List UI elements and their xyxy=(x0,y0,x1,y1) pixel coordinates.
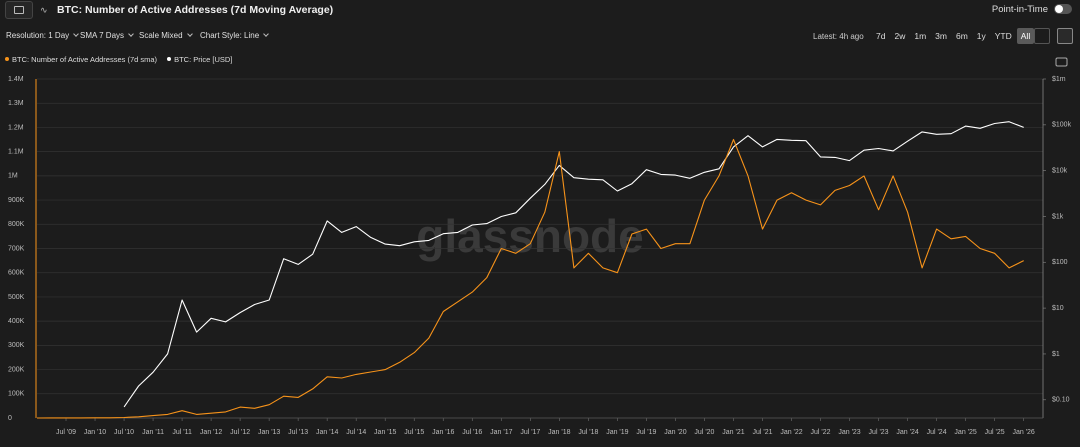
x-tick-label: Jan '12 xyxy=(200,429,222,436)
x-tick-label: Jan '20 xyxy=(664,429,686,436)
y-tick-label: 600K xyxy=(8,270,25,277)
y2-tick-label: $1 xyxy=(1052,351,1060,358)
range-button[interactable]: 7d xyxy=(876,31,886,41)
x-tick-label: Jul '21 xyxy=(752,429,772,436)
resolution-dropdown[interactable]: Resolution: 1 Day xyxy=(6,31,78,40)
range-button[interactable]: All xyxy=(1016,28,1035,44)
y-tick-label: 900K xyxy=(8,197,25,204)
y2-tick-label: $100 xyxy=(1052,259,1068,266)
toolbar: Resolution: 1 Day SMA 7 Days Scale Mixed… xyxy=(0,28,1080,45)
range-button[interactable]: 2w xyxy=(894,31,906,41)
x-tick-label: Jan '14 xyxy=(316,429,338,436)
y-tick-label: 1.3M xyxy=(8,100,24,107)
x-tick-label: Jul '20 xyxy=(694,429,714,436)
y-tick-label: 700K xyxy=(8,245,25,252)
x-tick-label: Jul '15 xyxy=(404,429,424,436)
legend: BTC: Number of Active Addresses (7d sma)… xyxy=(5,55,242,64)
x-tick-label: Jul '25 xyxy=(985,429,1005,436)
x-tick-label: Jul '18 xyxy=(578,429,598,436)
y-tick-label: 100K xyxy=(8,391,25,398)
y-tick-label: 500K xyxy=(8,294,25,301)
y-tick-label: 1M xyxy=(8,173,18,180)
sidebar-toggle[interactable] xyxy=(5,1,33,19)
watermark: glassnode xyxy=(416,210,644,262)
y2-tick-label: $0.10 xyxy=(1052,397,1070,404)
range-button[interactable]: 6m xyxy=(955,31,968,41)
x-tick-label: Jul '10 xyxy=(114,429,134,436)
legend-swatch xyxy=(5,57,9,61)
x-tick-label: Jul '13 xyxy=(288,429,308,436)
point-in-time-toggle[interactable] xyxy=(1054,4,1072,14)
legend-label: BTC: Price [USD] xyxy=(174,55,233,64)
point-in-time-label: Point-in-Time xyxy=(991,4,1048,15)
x-tick-label: Jul '11 xyxy=(172,429,192,436)
legend-label: BTC: Number of Active Addresses (7d sma) xyxy=(12,55,158,64)
x-tick-label: Jul '17 xyxy=(520,429,540,436)
range-button[interactable]: 1m xyxy=(914,31,927,41)
x-tick-label: Jan '17 xyxy=(490,429,512,436)
latest-label: Latest: 4h ago xyxy=(813,32,864,41)
y-tick-label: 1.1M xyxy=(8,148,24,155)
y-tick-label: 200K xyxy=(8,366,25,373)
range-buttons: 7d 2w 1m 3m 6m 1y YTD All xyxy=(872,28,1035,44)
legend-item[interactable]: BTC: Price [USD] xyxy=(167,55,232,64)
y2-tick-label: $1m xyxy=(1052,76,1066,83)
x-tick-label: Jan '18 xyxy=(548,429,570,436)
x-tick-label: Jul '14 xyxy=(346,429,366,436)
x-tick-label: Jan '24 xyxy=(896,429,918,436)
x-tick-label: Jul '19 xyxy=(636,429,656,436)
zoom-button[interactable] xyxy=(1034,28,1050,44)
x-tick-label: Jul '24 xyxy=(927,429,947,436)
y2-tick-label: $10k xyxy=(1052,167,1068,174)
x-tick-label: Jan '22 xyxy=(780,429,802,436)
series-line xyxy=(123,121,1024,408)
x-tick-label: Jul '23 xyxy=(869,429,889,436)
x-tick-label: Jul '16 xyxy=(462,429,482,436)
x-tick-label: Jul '09 xyxy=(56,429,76,436)
y-tick-label: 1.2M xyxy=(8,124,24,131)
screenshot-icon[interactable] xyxy=(1055,57,1068,67)
chart-title: BTC: Number of Active Addresses (7d Movi… xyxy=(57,4,334,16)
legend-item[interactable]: BTC: Number of Active Addresses (7d sma) xyxy=(5,55,157,64)
range-button[interactable]: 3m xyxy=(935,31,947,41)
x-tick-label: Jan '11 xyxy=(142,429,164,436)
top-bar: ∿ BTC: Number of Active Addresses (7d Mo… xyxy=(0,0,1080,20)
x-tick-label: Jan '13 xyxy=(258,429,280,436)
legend-swatch xyxy=(167,57,172,61)
y2-tick-label: $1k xyxy=(1052,213,1064,220)
scale-dropdown[interactable]: Scale Mixed xyxy=(139,31,192,40)
y-tick-label: 0 xyxy=(8,415,12,422)
x-tick-label: Jan '26 xyxy=(1012,429,1034,436)
range-button[interactable]: YTD xyxy=(994,31,1012,41)
calendar-button[interactable] xyxy=(1057,28,1073,44)
chart-style-dropdown[interactable]: Chart Style: Line xyxy=(200,31,268,40)
y2-tick-label: $10 xyxy=(1052,305,1064,312)
series-line xyxy=(36,138,1024,419)
x-tick-label: Jan '25 xyxy=(954,429,976,436)
x-tick-label: Jan '10 xyxy=(84,429,106,436)
y-tick-label: 300K xyxy=(8,342,25,349)
x-tick-label: Jan '21 xyxy=(722,429,744,436)
y-tick-label: 400K xyxy=(8,318,25,325)
x-tick-label: Jan '16 xyxy=(432,429,454,436)
x-tick-label: Jan '19 xyxy=(606,429,628,436)
x-tick-label: Jan '15 xyxy=(374,429,396,436)
y-tick-label: 800K xyxy=(8,221,25,228)
metric-icon: ∿ xyxy=(40,5,48,15)
x-tick-label: Jul '12 xyxy=(230,429,250,436)
x-tick-label: Jan '23 xyxy=(838,429,860,436)
x-tick-label: Jul '22 xyxy=(811,429,831,436)
y-tick-label: 1.4M xyxy=(8,76,24,83)
sma-dropdown[interactable]: SMA 7 Days xyxy=(80,31,133,40)
y2-tick-label: $100k xyxy=(1052,122,1072,129)
range-button[interactable]: 1y xyxy=(976,31,986,41)
